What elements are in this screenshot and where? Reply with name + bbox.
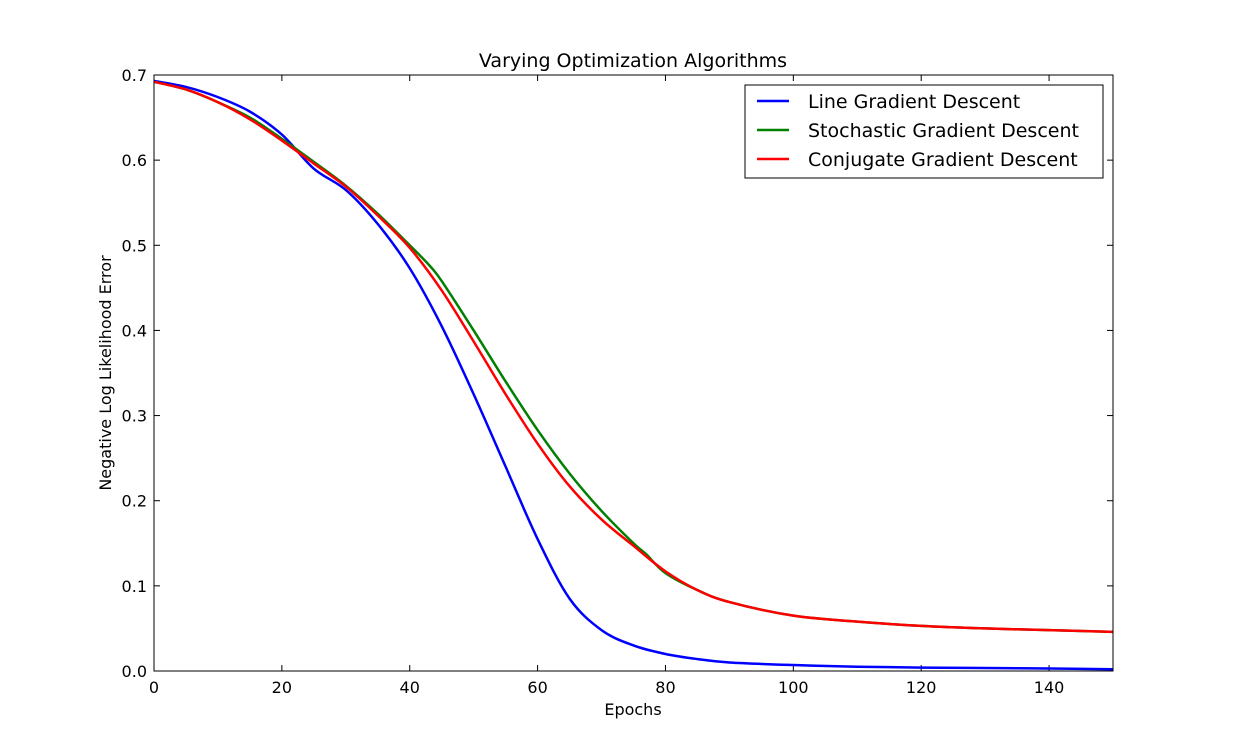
x-tick-label: 100 — [778, 678, 809, 697]
legend-label-conjugate-gradient-descent: Conjugate Gradient Descent — [808, 149, 1078, 171]
y-tick-label: 0.1 — [122, 577, 147, 596]
chart-title: Varying Optimization Algorithms — [479, 50, 787, 72]
legend: Line Gradient Descent Stochastic Gradient… — [744, 84, 1104, 179]
y-tick-label: 0.4 — [122, 321, 147, 340]
y-tick-label: 0.0 — [122, 662, 147, 681]
plot-frame — [153, 74, 1114, 672]
x-tick-label: 80 — [655, 678, 675, 697]
x-ticks: 0 20 40 60 80 100 120 140 — [149, 75, 1064, 697]
x-tick-label: 120 — [906, 678, 937, 697]
y-tick-label: 0.2 — [122, 492, 147, 511]
legend-box — [744, 84, 1104, 179]
legend-label-stochastic-gradient-descent: Stochastic Gradient Descent — [808, 120, 1079, 142]
x-tick-label: 40 — [400, 678, 420, 697]
y-axis-label: Negative Log Likelihood Error — [96, 255, 115, 491]
series-line-conjugate-gradient-descent — [153, 80, 1114, 634]
series-line-line-gradient-descent — [153, 79, 1114, 671]
y-tick-label: 0.7 — [122, 66, 147, 85]
y-tick-label: 0.6 — [122, 151, 147, 170]
x-tick-label: 0 — [149, 678, 159, 697]
x-tick-label: 140 — [1034, 678, 1065, 697]
x-tick-label: 60 — [527, 678, 547, 697]
y-ticks: 0.0 0.1 0.2 0.3 0.4 0.5 0.6 0.7 — [122, 66, 1113, 681]
y-tick-label: 0.3 — [122, 407, 147, 426]
x-tick-label: 20 — [272, 678, 292, 697]
x-axis-label: Epochs — [604, 700, 661, 719]
y-tick-label: 0.5 — [122, 236, 147, 255]
legend-label-line-gradient-descent: Line Gradient Descent — [808, 91, 1020, 113]
series-layer — [153, 79, 1114, 671]
